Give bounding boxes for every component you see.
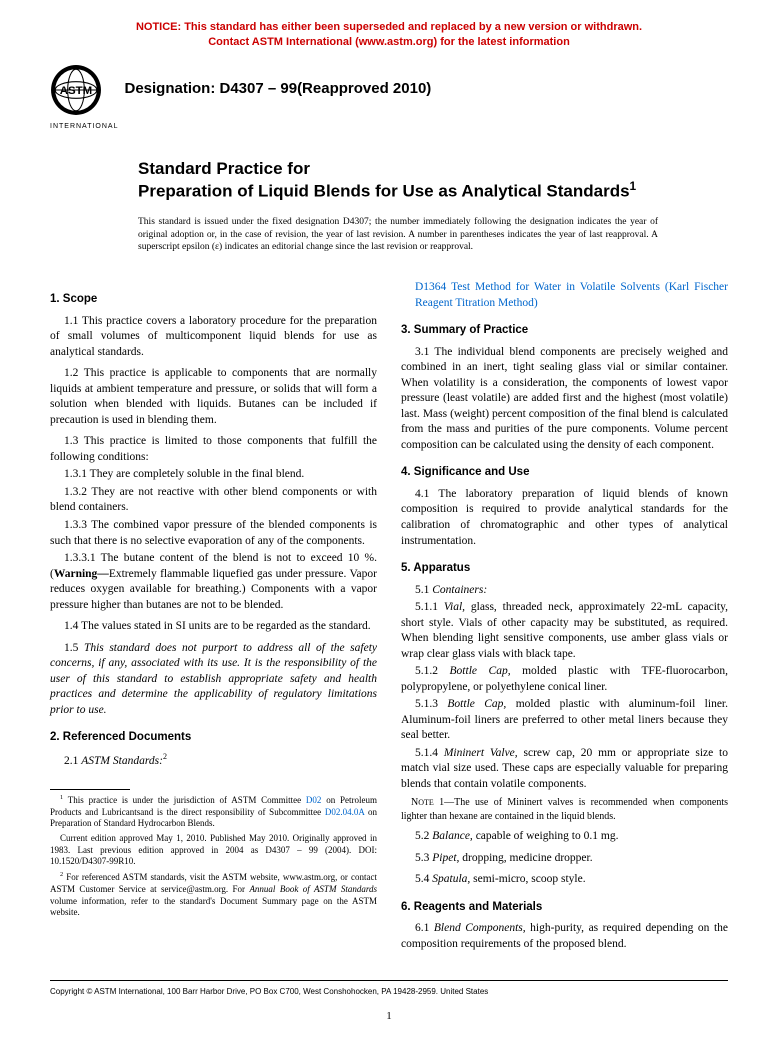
astm-logo-icon: ASTM	[50, 64, 102, 116]
body-columns: 1. Scope 1.1 This practice covers a labo…	[50, 280, 728, 958]
title-line1: Standard Practice for	[138, 159, 310, 178]
txt: Pipet,	[432, 852, 459, 864]
txt: 5.2	[415, 830, 432, 842]
notice-banner: NOTICE: This standard has either been su…	[50, 20, 728, 50]
section-2-head: 2. Referenced Documents	[50, 730, 377, 746]
para-5-3: 5.3 Pipet, dropping, medicine dropper.	[401, 851, 728, 867]
txt: 5.4	[415, 873, 432, 885]
footnote-1b: Current edition approved May 1, 2010. Pu…	[50, 833, 377, 868]
txt: OTE	[418, 798, 434, 807]
para-4-1: 4.1 The laboratory preparation of liquid…	[401, 487, 728, 549]
document-page: NOTICE: This standard has either been su…	[0, 0, 778, 1052]
para-6-1: 6.1 Blend Components, high-purity, as re…	[401, 921, 728, 952]
section-1-head: 1. Scope	[50, 292, 377, 308]
txt: volume information, refer to the standar…	[50, 896, 377, 918]
footnote-1: 1 This practice is under the jurisdictio…	[50, 794, 377, 830]
international-label: INTERNATIONAL	[50, 123, 119, 130]
txt: dropping, medicine dropper.	[459, 852, 592, 864]
txt: 5.1	[415, 584, 432, 596]
txt: 1—The use of Mininert valves is recommen…	[401, 797, 728, 822]
para-5-1-3: 5.1.3 Bottle Cap, molded plastic with al…	[401, 697, 728, 744]
txt: Mininert Valve,	[444, 747, 518, 759]
title-line2: Preparation of Liquid Blends for Use as …	[138, 182, 630, 201]
designation-text: Designation: D4307 – 99(Reapproved 2010)	[125, 80, 432, 97]
para-2-1: 2.1 ASTM Standards:2	[50, 752, 377, 769]
section-5-head: 5. Apparatus	[401, 561, 728, 577]
txt: 5.3	[415, 852, 432, 864]
page-number: 1	[50, 1010, 728, 1022]
txt: capable of weighing to 0.1 mg.	[473, 830, 619, 842]
para-5-1-1: 5.1.1 Vial, glass, threaded neck, approx…	[401, 600, 728, 662]
para-1-3-3: 1.3.3 The combined vapor pressure of the…	[50, 518, 377, 549]
notice-line2: Contact ASTM International (www.astm.org…	[208, 36, 570, 48]
txt: 1.5	[64, 642, 84, 654]
para-1-3-1: 1.3.1 They are completely soluble in the…	[50, 467, 377, 483]
notice-line1: NOTICE: This standard has either been su…	[136, 21, 642, 33]
para-1-5: 1.5 This standard does not purport to ad…	[50, 641, 377, 719]
para-1-4: 1.4 The values stated in SI units are to…	[50, 619, 377, 635]
copyright-text: Copyright © ASTM International, 100 Barr…	[50, 987, 728, 996]
footnote-ref-2: 2	[163, 752, 167, 761]
txt: 5.1.1	[415, 601, 444, 613]
document-title: Standard Practice for Preparation of Liq…	[138, 158, 658, 202]
referenced-standard-link[interactable]: D1364 Test Method for Water in Volatile …	[415, 280, 728, 311]
txt: ASTM Standards:	[81, 755, 163, 767]
txt: semi-micro, scoop style.	[470, 873, 585, 885]
para-5-4: 5.4 Spatula, semi-micro, scoop style.	[401, 872, 728, 888]
txt: 6.1	[415, 922, 434, 934]
txt: 5.1.3	[415, 698, 447, 710]
txt: Spatula,	[432, 873, 470, 885]
issued-note: This standard is issued under the fixed …	[138, 216, 658, 254]
section-4-head: 4. Significance and Use	[401, 465, 728, 481]
astm-logo-block: ASTM INTERNATIONAL	[50, 64, 119, 130]
para-1-3-3-1: 1.3.3.1 The butane content of the blend …	[50, 551, 377, 613]
txt: Bottle Cap,	[447, 698, 506, 710]
footnote-rule	[50, 789, 130, 790]
txt: 2.1	[64, 755, 81, 767]
txt: Bottle Cap,	[450, 665, 511, 677]
section-3-head: 3. Summary of Practice	[401, 323, 728, 339]
txt: 5.1.2	[415, 665, 450, 677]
txt: 5.1.4	[415, 747, 444, 759]
subcommittee-link[interactable]: D02.04.0A	[325, 807, 365, 817]
para-5-1-4: 5.1.4 Mininert Valve, screw cap, 20 mm o…	[401, 746, 728, 793]
committee-link[interactable]: D02	[306, 795, 322, 805]
safety-disclaimer: This standard does not purport to addres…	[50, 642, 377, 716]
right-column: D1364 Test Method for Water in Volatile …	[401, 280, 728, 958]
svg-text:ASTM: ASTM	[60, 85, 92, 97]
footer-rule	[50, 980, 728, 981]
ref-title: Test Method for Water in Volatile Solven…	[415, 281, 728, 309]
para-5-2: 5.2 Balance, capable of weighing to 0.1 …	[401, 829, 728, 845]
txt: Annual Book of ASTM Standards	[249, 884, 377, 894]
para-5-1-2: 5.1.2 Bottle Cap, molded plastic with TF…	[401, 664, 728, 695]
txt: Containers:	[432, 584, 487, 596]
section-6-head: 6. Reagents and Materials	[401, 900, 728, 916]
header-row: ASTM INTERNATIONAL Designation: D4307 – …	[50, 64, 728, 130]
txt: This practice is under the jurisdiction …	[63, 795, 306, 805]
para-5-1: 5.1 Containers:	[401, 583, 728, 599]
footnote-2: 2 For referenced ASTM standards, visit t…	[50, 871, 377, 919]
para-1-2: 1.2 This practice is applicable to compo…	[50, 366, 377, 428]
txt: Vial,	[444, 601, 465, 613]
ref-code: D1364	[415, 281, 446, 293]
para-3-1: 3.1 The individual blend components are …	[401, 345, 728, 454]
warning-label: Warning—	[54, 568, 109, 580]
para-1-1: 1.1 This practice covers a laboratory pr…	[50, 314, 377, 361]
para-1-3: 1.3 This practice is limited to those co…	[50, 434, 377, 465]
note-1: NOTE 1—The use of Mininert valves is rec…	[401, 796, 728, 823]
left-column: 1. Scope 1.1 This practice covers a labo…	[50, 280, 377, 958]
txt: Blend Components,	[434, 922, 526, 934]
title-superscript: 1	[630, 179, 637, 193]
para-1-3-2: 1.3.2 They are not reactive with other b…	[50, 485, 377, 516]
txt: Balance,	[432, 830, 473, 842]
